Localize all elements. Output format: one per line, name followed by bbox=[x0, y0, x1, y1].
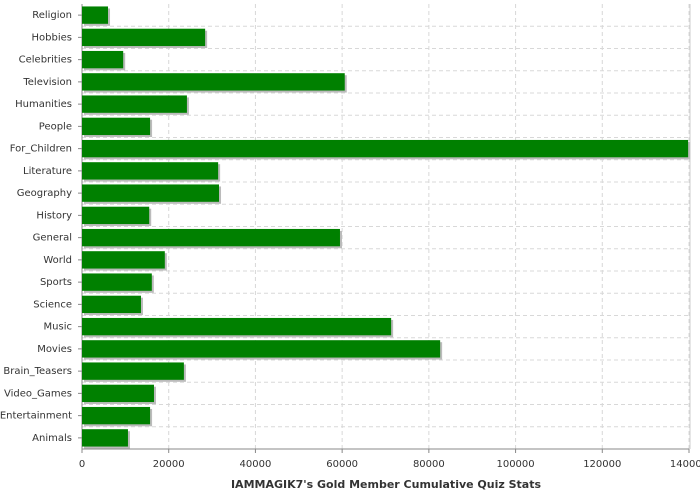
bar bbox=[82, 273, 152, 291]
bar bbox=[82, 50, 124, 69]
bar bbox=[82, 340, 441, 358]
x-tick-label: 100000 bbox=[496, 459, 534, 470]
bar bbox=[82, 95, 187, 113]
bar bbox=[82, 206, 150, 225]
y-tick-label: World bbox=[43, 255, 72, 266]
x-tick-label: 120000 bbox=[583, 459, 621, 470]
bar bbox=[82, 117, 151, 136]
y-tick-label: History bbox=[36, 210, 72, 221]
y-tick-label: General bbox=[33, 233, 72, 244]
y-tick-label: Animals bbox=[32, 433, 72, 444]
bar bbox=[82, 317, 392, 336]
x-tick-label: 80000 bbox=[413, 459, 445, 470]
x-tick-label: 140000 bbox=[670, 459, 700, 470]
x-tick-label: 0 bbox=[79, 459, 85, 470]
y-tick-label: Religion bbox=[32, 10, 72, 21]
bar bbox=[82, 384, 154, 403]
bar bbox=[82, 406, 151, 425]
bar bbox=[82, 162, 219, 180]
x-tick-label: 60000 bbox=[326, 459, 358, 470]
x-tick-label: 40000 bbox=[240, 459, 272, 470]
y-tick-label: People bbox=[39, 121, 72, 132]
bar bbox=[82, 251, 165, 269]
y-tick-label: Geography bbox=[17, 188, 72, 199]
y-tick-label: For_Children bbox=[10, 144, 72, 155]
y-tick-label: Humanities bbox=[15, 99, 72, 110]
bar bbox=[82, 28, 206, 47]
bar bbox=[82, 73, 345, 91]
y-tick-label: Video_Games bbox=[4, 388, 72, 399]
bar bbox=[82, 295, 141, 314]
bar bbox=[82, 228, 340, 247]
y-tick-label: Television bbox=[22, 77, 72, 88]
y-tick-label: Hobbies bbox=[32, 32, 72, 43]
y-tick-label: Music bbox=[44, 322, 72, 333]
y-tick-label: Brain_Teasers bbox=[3, 366, 72, 377]
y-tick-label: Movies bbox=[37, 344, 72, 355]
y-tick-label: Sports bbox=[40, 277, 72, 288]
bar bbox=[82, 184, 220, 202]
x-tick-label: 20000 bbox=[153, 459, 185, 470]
y-tick-label: Celebrities bbox=[19, 55, 72, 66]
y-tick-label: Entertainment bbox=[0, 411, 72, 422]
bar bbox=[82, 429, 128, 447]
bar bbox=[82, 6, 109, 24]
y-tick-label: Literature bbox=[23, 166, 72, 177]
x-axis-label: IAMMAGIK7's Gold Member Cumulative Quiz … bbox=[231, 478, 541, 491]
bar bbox=[82, 362, 184, 380]
y-tick-label: Science bbox=[33, 299, 72, 310]
bar bbox=[82, 139, 689, 158]
